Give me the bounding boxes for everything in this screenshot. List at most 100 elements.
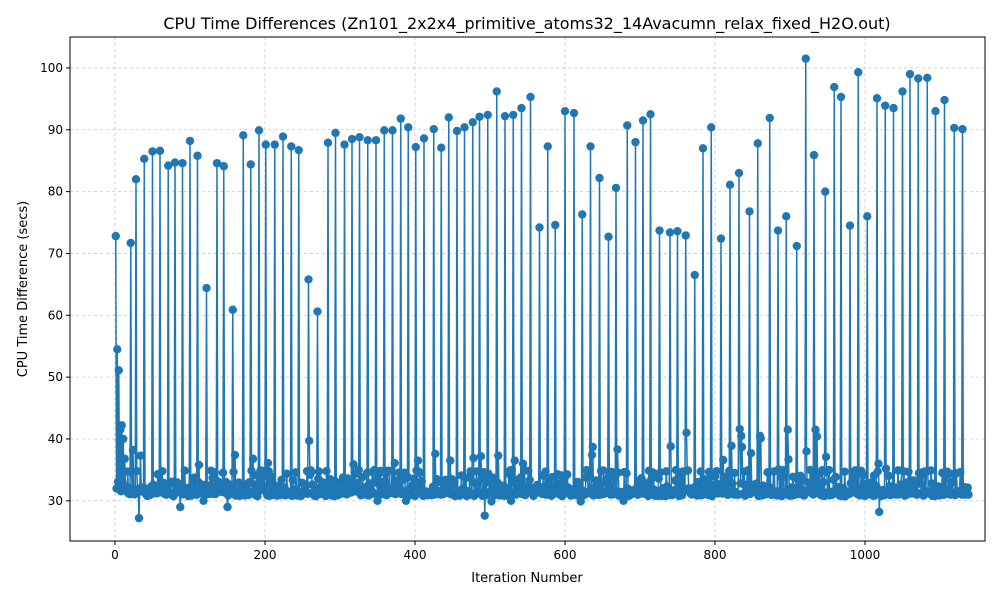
data-point	[277, 475, 286, 485]
data-point	[915, 479, 924, 488]
data-point	[294, 145, 303, 155]
data-point	[631, 137, 640, 147]
data-point	[593, 478, 602, 488]
data-point	[415, 468, 424, 478]
data-point	[449, 478, 459, 487]
data-point	[622, 469, 631, 478]
data-point	[483, 110, 492, 120]
data-point	[604, 232, 613, 241]
data-point	[340, 140, 349, 149]
data-point	[806, 465, 815, 475]
data-point	[446, 456, 455, 465]
data-point	[472, 467, 481, 476]
data-point	[131, 175, 141, 184]
data-point	[305, 436, 314, 446]
data-point	[219, 162, 228, 171]
x-tick-label: 200	[254, 548, 277, 562]
data-point	[543, 142, 552, 151]
data-point	[923, 73, 932, 83]
x-tick-label: 400	[404, 548, 427, 562]
data-point	[492, 87, 501, 96]
data-point	[282, 469, 291, 478]
data-point	[569, 108, 579, 118]
data-point	[719, 455, 728, 465]
data-point	[725, 180, 735, 189]
data-point	[111, 231, 120, 241]
data-point	[230, 450, 240, 460]
data-point	[666, 442, 675, 451]
data-point	[164, 161, 173, 170]
data-point	[210, 468, 219, 477]
data-point	[254, 126, 264, 135]
data-point	[404, 123, 413, 132]
data-point	[212, 158, 222, 168]
data-point	[587, 450, 597, 460]
y-axis-label: CPU Time Difference (secs)	[16, 201, 31, 378]
data-point	[525, 475, 534, 485]
data-point	[444, 113, 453, 122]
data-point	[873, 467, 882, 476]
data-point	[396, 114, 405, 123]
plot-frame	[69, 36, 986, 542]
data-point	[821, 187, 830, 196]
data-point	[872, 94, 882, 103]
data-point	[696, 467, 705, 476]
data-point	[160, 480, 169, 489]
data-point	[228, 305, 237, 314]
data-point	[874, 459, 883, 468]
data-point	[576, 497, 585, 506]
y-tick-label: 50	[48, 370, 63, 384]
data-point	[452, 126, 462, 136]
x-tick-label: 600	[554, 548, 577, 562]
y-tick-label: 80	[48, 185, 63, 199]
x-axis-label: Iteration Number	[471, 571, 583, 586]
data-point	[113, 345, 122, 354]
data-point	[727, 441, 736, 450]
data-point	[638, 116, 648, 125]
data-point	[270, 140, 279, 149]
data-point	[322, 466, 331, 476]
data-point	[223, 502, 232, 512]
data-point	[904, 467, 913, 477]
data-point	[437, 143, 446, 152]
data-point	[743, 466, 753, 475]
data-point	[229, 467, 238, 477]
data-point	[500, 111, 510, 121]
data-point	[623, 121, 632, 130]
data-point	[507, 465, 516, 475]
data-point	[506, 496, 516, 505]
data-point	[964, 490, 973, 499]
data-point	[585, 471, 594, 480]
data-point	[914, 74, 923, 83]
data-point	[898, 87, 907, 96]
series-line	[115, 57, 970, 519]
data-point	[246, 160, 255, 169]
data-point	[665, 228, 675, 237]
data-point	[728, 479, 737, 488]
data-point	[291, 468, 300, 477]
x-tick-label: 800	[704, 548, 727, 562]
data-point	[875, 507, 884, 517]
data-point	[411, 142, 420, 152]
data-point	[779, 466, 788, 475]
y-tick-label: 90	[48, 123, 63, 137]
data-point	[655, 226, 664, 235]
data-point	[355, 132, 364, 142]
data-point	[881, 464, 891, 473]
data-point	[128, 445, 138, 455]
data-point	[773, 226, 783, 235]
data-point	[963, 483, 972, 492]
data-point	[170, 158, 180, 167]
data-point	[654, 474, 663, 483]
data-point	[830, 82, 839, 92]
data-point	[682, 428, 691, 437]
data-point	[619, 496, 628, 505]
data-point	[778, 473, 787, 482]
data-point	[470, 478, 480, 487]
data-point	[480, 511, 489, 520]
data-point	[821, 452, 831, 462]
data-point	[417, 476, 426, 486]
y-tick-label: 40	[48, 432, 63, 446]
data-point	[518, 459, 528, 468]
